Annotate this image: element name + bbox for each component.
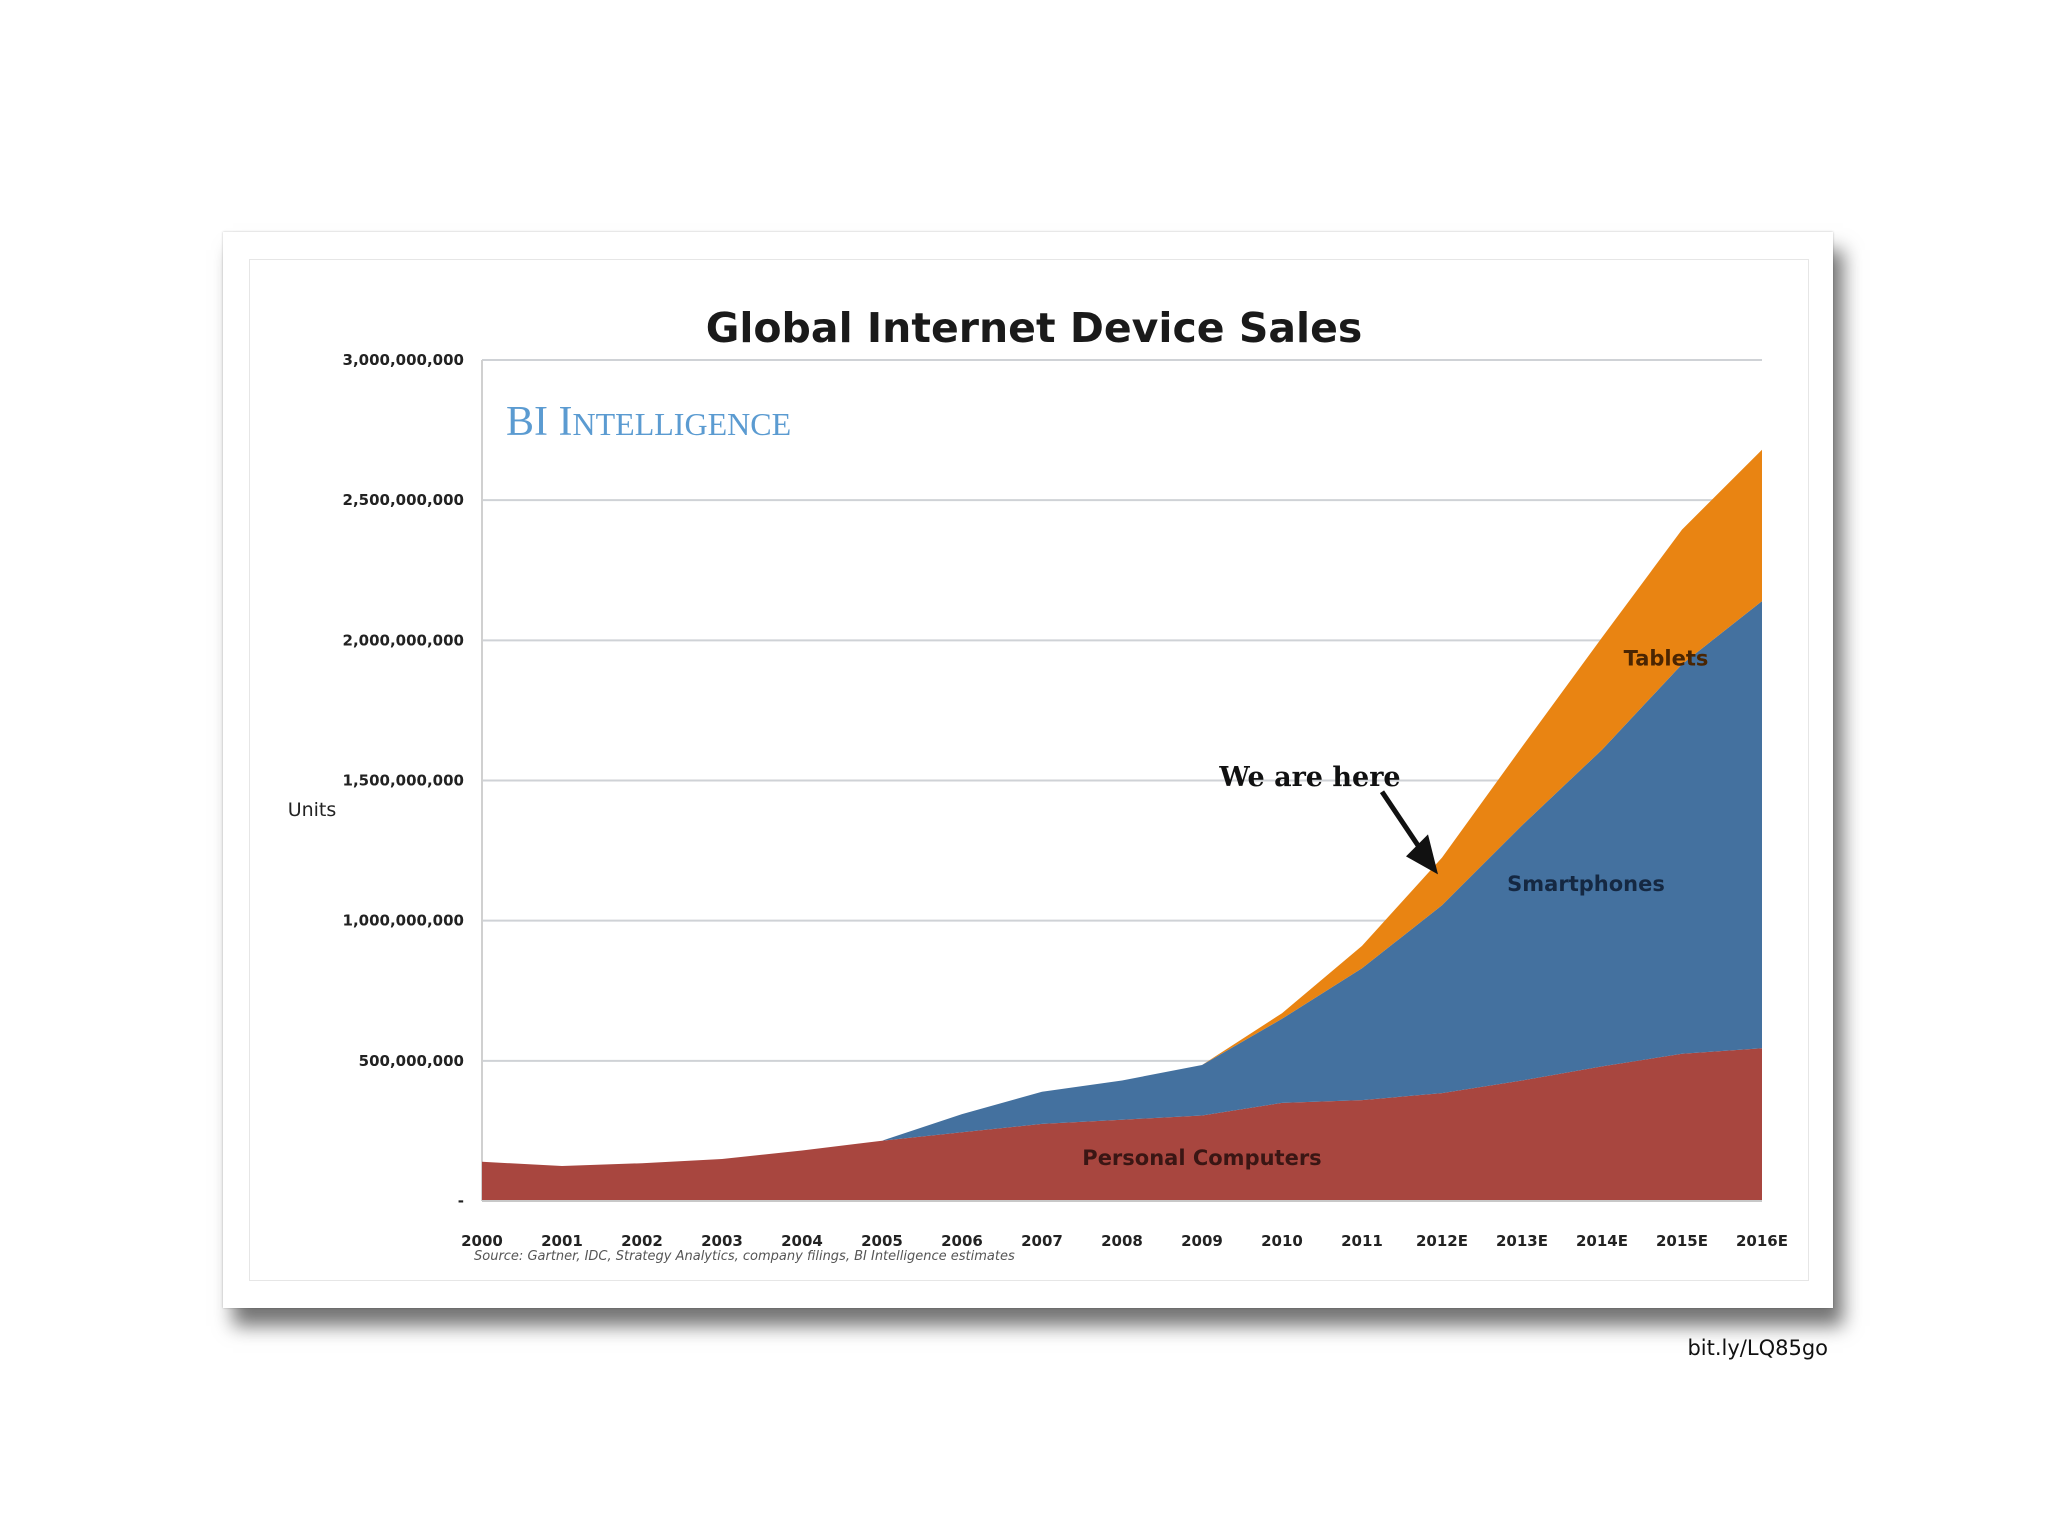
area-smartphones xyxy=(482,601,1762,1166)
stacked-areas xyxy=(482,449,1762,1202)
x-tick-label: 2004 xyxy=(781,1232,823,1250)
y-tick-label: 3,000,000,000 xyxy=(343,351,464,369)
chart-panel: - 500,000,000 1,000,000,000 1,500,000,000 2,… xyxy=(249,259,1809,1281)
arrow-shaft xyxy=(1379,790,1427,856)
chart-title: Global Internet Device Sales xyxy=(706,304,1363,352)
x-tick-label: 2007 xyxy=(1021,1232,1063,1250)
y-tick-label: 500,000,000 xyxy=(359,1052,464,1070)
x-tick-label: 2006 xyxy=(941,1232,983,1250)
series-label-smartphones: Smartphones xyxy=(1507,872,1665,896)
y-axis-ticks: - 500,000,000 1,000,000,000 1,500,000,000 2,… xyxy=(343,351,464,1210)
slide-card: - 500,000,000 1,000,000,000 1,500,000,000 2,… xyxy=(223,232,1833,1308)
x-tick-label: 2015E xyxy=(1656,1232,1708,1250)
x-tick-label: 2010 xyxy=(1261,1232,1303,1250)
y-tick-label: 1,500,000,000 xyxy=(343,772,464,790)
source-link[interactable]: bit.ly/LQ85go xyxy=(1687,1336,1828,1360)
y-tick-label: 2,500,000,000 xyxy=(343,491,464,509)
area-chart: - 500,000,000 1,000,000,000 1,500,000,000 2,… xyxy=(288,304,1788,1264)
gridlines xyxy=(481,359,1762,1201)
x-tick-label: 2011 xyxy=(1341,1232,1383,1250)
brand-logo: BI INTELLIGENCE xyxy=(506,399,791,445)
x-tick-label: 2005 xyxy=(861,1232,903,1250)
y-axis-label: Units xyxy=(288,799,337,821)
source-note: Source: Gartner, IDC, Strategy Analytics… xyxy=(474,1249,1015,1264)
x-tick-label: 2016E xyxy=(1736,1232,1788,1250)
series-label-personal-computers: Personal Computers xyxy=(1082,1146,1321,1170)
x-tick-label: 2012E xyxy=(1416,1232,1468,1250)
x-tick-label: 2013E xyxy=(1496,1232,1548,1250)
x-tick-label: 2003 xyxy=(701,1232,743,1250)
area-personal-computers xyxy=(482,1048,1762,1201)
x-axis-ticks: 2000 2001 2002 2003 2004 2005 2006 2007 2008 2009… xyxy=(461,1232,1788,1250)
y-tick-label: 1,000,000,000 xyxy=(343,912,464,930)
x-tick-label: 2000 xyxy=(461,1232,503,1250)
x-tick-label: 2009 xyxy=(1181,1232,1223,1250)
annotation-arrow xyxy=(1379,790,1438,875)
y-tick-label: 2,000,000,000 xyxy=(343,631,464,649)
series-label-tablets: Tablets xyxy=(1624,647,1709,671)
x-tick-label: 2002 xyxy=(621,1232,663,1250)
arrow-head xyxy=(1406,834,1438,875)
x-tick-label: 2014E xyxy=(1576,1232,1628,1250)
y-tick-label: - xyxy=(458,1192,464,1210)
x-tick-label: 2001 xyxy=(541,1232,583,1250)
x-tick-label: 2008 xyxy=(1101,1232,1143,1250)
area-tablets xyxy=(482,449,1762,1166)
annotation-we-are-here: We are here xyxy=(1218,762,1400,793)
